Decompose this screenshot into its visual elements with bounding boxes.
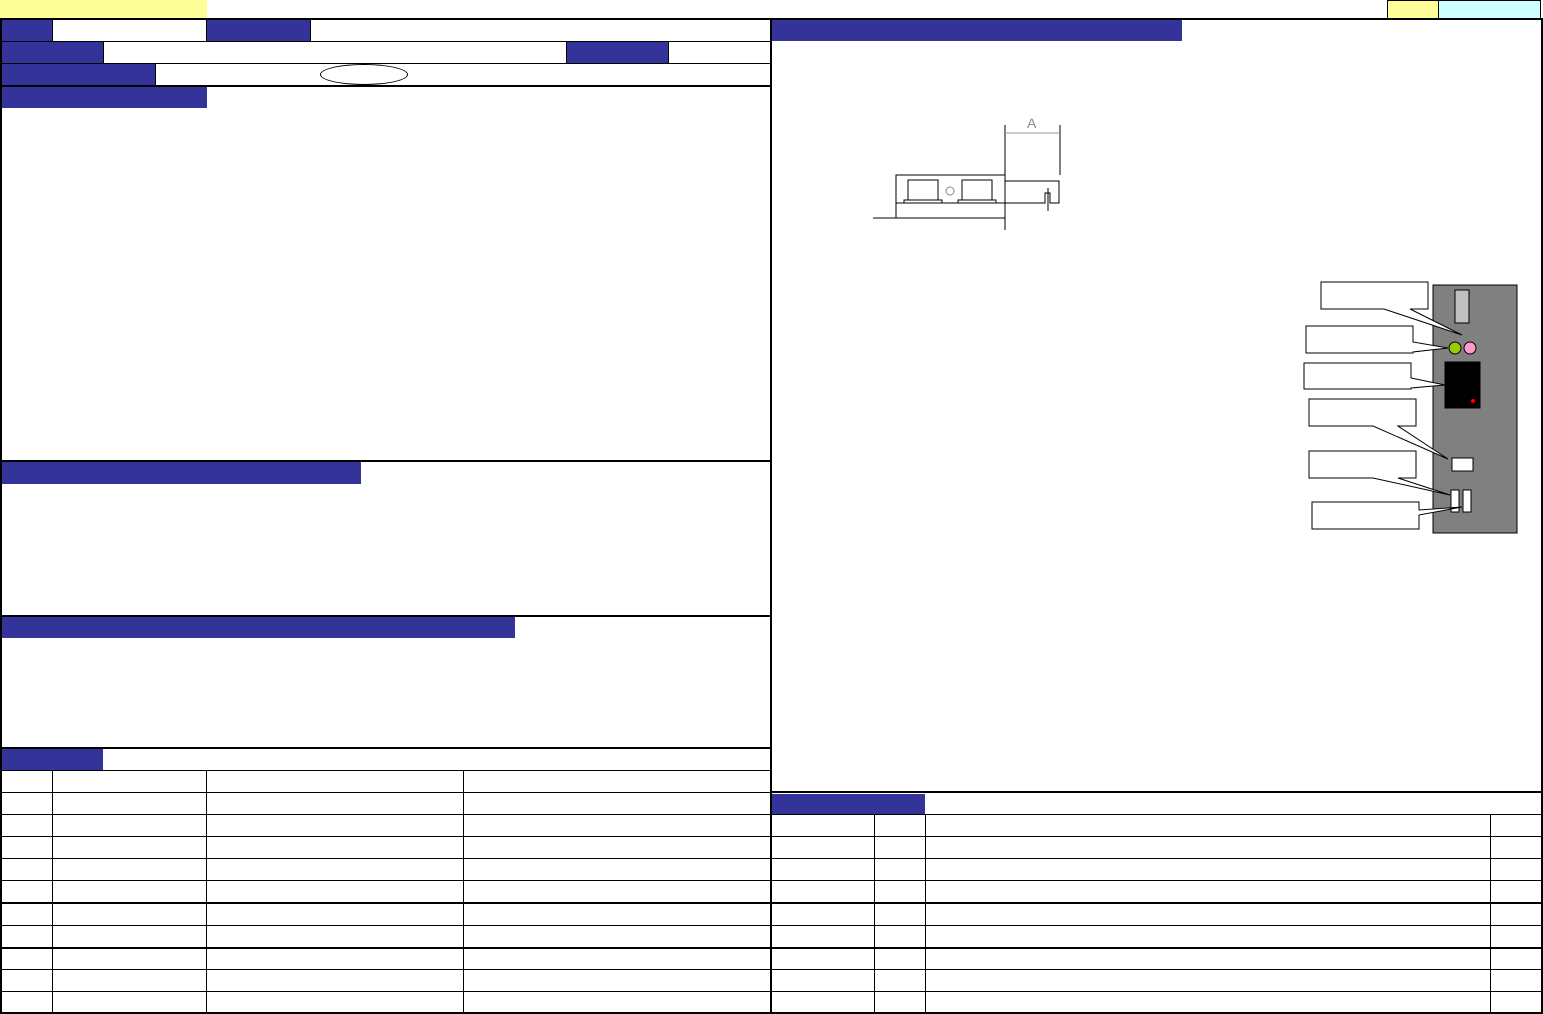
switch-icon-2: [1462, 489, 1472, 513]
table-row-line: [0, 836, 771, 837]
pink-led-icon: [1463, 341, 1477, 355]
table-row-line: [0, 858, 771, 859]
table-row-line: [771, 880, 1543, 881]
dimension-label: A: [1027, 115, 1037, 131]
table-row-line: [0, 925, 771, 926]
section-header-2: [2, 462, 361, 484]
top-right-cyan-cell[interactable]: [1438, 0, 1541, 19]
label-cell-4: [566, 42, 668, 63]
button-icon: [1451, 457, 1474, 472]
table-row-line: [771, 991, 1543, 992]
table-row-line: [0, 814, 771, 815]
section-header-3: [2, 617, 515, 638]
slot-icon: [1454, 289, 1470, 324]
top-yellow-cell[interactable]: [0, 0, 207, 18]
section-header-4: [2, 749, 103, 770]
table-row-line: [771, 925, 1543, 926]
table-row-line: [0, 770, 771, 771]
table-column-line: [874, 814, 875, 1013]
table-column-line: [463, 770, 464, 1013]
table-row-line: [771, 969, 1543, 970]
parts-header: [772, 794, 925, 814]
table-column-line: [1490, 814, 1491, 1013]
table-row-line: [0, 880, 771, 881]
label-cell-1: [2, 20, 52, 41]
table-row-line: [0, 902, 771, 904]
table-row-line: [0, 969, 771, 970]
circle-mark: [320, 64, 408, 85]
table-row-line: [771, 858, 1543, 859]
section-header-1: [2, 87, 207, 108]
table-column-line: [206, 770, 207, 1013]
drawing-header: [772, 20, 1182, 41]
switch-icon-1: [1450, 489, 1460, 513]
table-row-line: [0, 991, 771, 992]
center-divider: [770, 18, 772, 1014]
label-cell-2: [206, 20, 310, 41]
table-row-line: [0, 792, 771, 793]
green-led-icon: [1448, 341, 1462, 355]
table-row-line: [0, 947, 771, 949]
top-right-yellow-cell[interactable]: [1387, 0, 1439, 19]
label-cell-3: [2, 42, 103, 63]
table-column-line: [52, 770, 53, 1013]
device-panel-diagram: [1303, 281, 1518, 534]
label-cell-5: [2, 64, 155, 86]
dimension-drawing: A: [873, 115, 1061, 230]
table-column-line: [925, 814, 926, 1013]
table-row-line: [771, 814, 1543, 815]
device-panel: [1432, 284, 1518, 534]
table-row-line: [771, 947, 1543, 949]
table-row-line: [771, 902, 1543, 904]
table-row-line: [771, 836, 1543, 837]
